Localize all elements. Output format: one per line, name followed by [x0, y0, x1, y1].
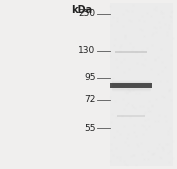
- Text: 72: 72: [84, 95, 96, 104]
- Bar: [110, 3, 173, 166]
- Text: 55: 55: [84, 124, 96, 133]
- Text: 130: 130: [78, 46, 96, 55]
- Bar: [117, 115, 145, 117]
- Bar: [110, 83, 152, 88]
- Text: kDa: kDa: [71, 5, 92, 15]
- Text: 95: 95: [84, 73, 96, 82]
- Text: 250: 250: [78, 9, 96, 18]
- Bar: [115, 51, 147, 53]
